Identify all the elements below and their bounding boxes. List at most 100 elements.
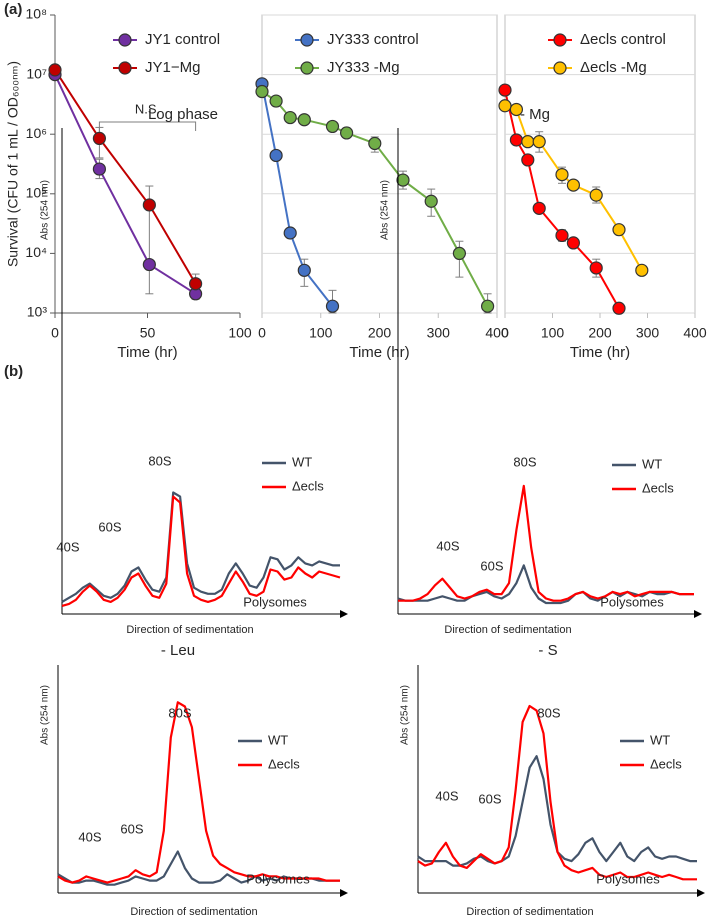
legend-label: Δecls (268, 756, 300, 771)
marker (498, 83, 512, 97)
peak-label: 80S (148, 453, 171, 468)
axis-arrow (694, 610, 702, 618)
chart-title: - Leu (161, 642, 195, 659)
x-axis-label: Time (hr) (570, 344, 630, 361)
x-tick-label: 400 (485, 325, 509, 341)
peak-label: Polysomes (596, 871, 660, 886)
x-axis-label: Direction of sedimentation (126, 624, 253, 636)
marker (325, 119, 340, 134)
marker (555, 167, 569, 182)
y-tick-label: 10⁴ (25, 244, 47, 260)
x-axis-label: Time (hr) (349, 344, 409, 361)
legend-label: WT (642, 456, 662, 471)
profile-line (398, 484, 694, 602)
peak-label: 40S (436, 538, 459, 553)
peak-label: 60S (480, 558, 503, 573)
axis-arrow (697, 889, 705, 897)
x-axis-label: Direction of sedimentation (444, 624, 571, 636)
x-tick-label: 100 (541, 325, 565, 341)
y-axis-label: Survival (CFU of 1 mL / OD₆₀₀ₙₘ) (5, 61, 21, 267)
x-tick-label: 100 (309, 325, 333, 341)
marker (424, 194, 438, 208)
x-tick-label: 200 (368, 325, 392, 341)
marker (532, 135, 546, 149)
y-tick-label: 10⁸ (26, 6, 48, 22)
y-tick-label: 10³ (27, 304, 48, 320)
peak-label: 40S (78, 829, 101, 844)
x-tick-label: 0 (51, 325, 59, 341)
marker (521, 135, 535, 149)
marker (269, 94, 283, 108)
marker (92, 131, 107, 146)
legend-label: Δecls (650, 756, 682, 771)
marker (325, 299, 340, 313)
panel-label: (b) (4, 363, 23, 380)
y-axis-label: Abs (254 nm) (40, 685, 51, 745)
marker (189, 277, 203, 291)
axis-arrow (340, 889, 348, 897)
x-tick-label: 400 (683, 325, 707, 341)
y-tick-label: 10⁶ (26, 125, 47, 141)
marker (283, 226, 297, 240)
peak-label: 40S (56, 539, 79, 554)
legend-label: WT (650, 732, 670, 747)
marker (269, 148, 283, 163)
y-tick-label: 10⁷ (26, 65, 47, 81)
x-tick-label: 100 (228, 325, 252, 341)
profile-line (417, 704, 697, 881)
y-tick-label: 10⁵ (26, 185, 47, 201)
marker (509, 102, 524, 117)
marker (452, 246, 466, 260)
legend-label: Δecls (292, 478, 324, 493)
peak-label: 60S (478, 791, 501, 806)
marker (589, 188, 603, 202)
marker (532, 201, 546, 215)
chart-title: - S (538, 642, 557, 659)
series-line (54, 69, 197, 285)
peak-label: 80S (168, 705, 191, 720)
annotation: N.S. (135, 101, 160, 116)
x-tick-label: 300 (636, 325, 660, 341)
y-axis-label: Abs (254 nm) (380, 180, 391, 240)
peak-label: 40S (435, 788, 458, 803)
legend-label: JY333 control (327, 31, 419, 48)
y-axis-label: Abs (254 nm) (40, 180, 51, 240)
marker (498, 99, 512, 113)
x-axis-label: Direction of sedimentation (130, 906, 257, 918)
y-axis-label: Abs (254 nm) (400, 685, 411, 745)
marker (521, 153, 535, 167)
peak-label: 60S (98, 519, 121, 534)
legend-marker (118, 61, 132, 75)
marker (368, 136, 382, 151)
marker (566, 178, 581, 192)
marker (555, 228, 569, 243)
profile-line (61, 491, 340, 603)
bracket (98, 121, 197, 131)
legend-marker (553, 61, 567, 75)
marker (509, 133, 524, 147)
marker (48, 63, 62, 77)
marker (255, 84, 269, 99)
x-tick-label: 300 (427, 325, 451, 341)
peak-label: 80S (537, 705, 560, 720)
legend-marker (300, 61, 314, 75)
legend-label: JY333 -Mg (327, 59, 400, 76)
x-axis-label: Time (hr) (117, 344, 177, 361)
peak-label: Polysomes (600, 594, 664, 609)
profile-line (61, 495, 341, 607)
x-tick-label: 0 (258, 325, 266, 341)
legend-marker (553, 33, 567, 47)
panel-label: (a) (4, 1, 22, 18)
peak-label: 80S (513, 454, 536, 469)
chart-title: Log phase (148, 106, 218, 123)
legend-label: Δecls control (580, 31, 666, 48)
legend-label: Δecls (642, 480, 674, 495)
legend-label: JY1−Mg (145, 59, 200, 76)
x-axis-label: Direction of sedimentation (466, 906, 593, 918)
marker (283, 110, 297, 125)
legend-marker (118, 33, 132, 47)
x-tick-label: 50 (140, 325, 156, 341)
marker (396, 173, 410, 187)
peak-label: Polysomes (246, 871, 310, 886)
marker (612, 223, 626, 237)
